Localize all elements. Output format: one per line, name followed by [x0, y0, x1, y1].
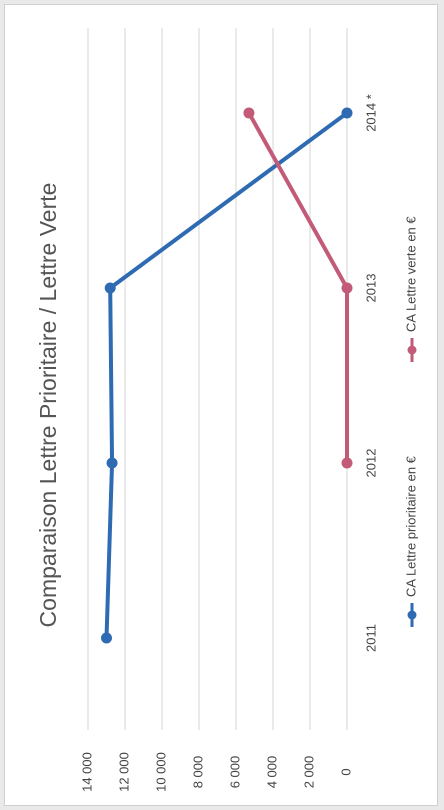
data-point	[104, 282, 116, 294]
data-point	[341, 107, 353, 119]
data-point	[101, 632, 112, 644]
data-point	[243, 107, 255, 119]
data-point	[341, 457, 353, 469]
legend-label-1: CA Lettre prioritaire en €	[403, 455, 418, 597]
y-tick-label: 14 000	[79, 752, 94, 792]
data-point	[106, 457, 118, 469]
x-tick-label: 2012	[363, 449, 378, 478]
data-point	[341, 282, 353, 294]
chart-title: Comparaison Lettre Prioritaire / Lettre …	[35, 183, 61, 628]
legend-marker-2	[407, 345, 417, 355]
y-tick-label: 6 000	[227, 756, 242, 789]
legend-label-2: CA Lettre verte en €	[403, 216, 418, 332]
legend-marker-1	[407, 610, 417, 620]
series-line-1	[104, 111, 349, 640]
series-line-2	[246, 111, 349, 465]
y-tick-label: 8 000	[190, 756, 205, 789]
y-tick-label: 10 000	[153, 752, 168, 792]
x-tick-label: 2013	[363, 274, 378, 303]
y-tick-label: 4 000	[264, 756, 279, 789]
x-tick-label: 2011	[363, 624, 378, 652]
y-tick-label: 0	[338, 768, 353, 775]
chart-frame	[4, 4, 438, 806]
y-tick-label: 2 000	[301, 756, 316, 789]
y-tick-label: 12 000	[116, 752, 131, 792]
x-tick-label: 2014 *	[363, 94, 378, 132]
